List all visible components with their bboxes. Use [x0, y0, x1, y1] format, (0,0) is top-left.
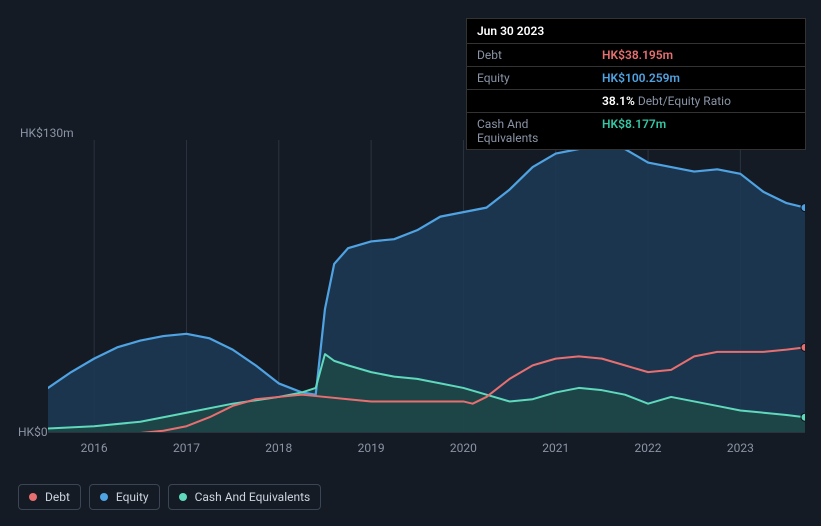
- tooltip-row: Cash And EquivalentsHK$8.177m: [467, 113, 805, 149]
- chart-plot-area: [48, 140, 805, 433]
- legend-label: Equity: [116, 490, 149, 504]
- x-axis-tick-label: 2021: [542, 441, 569, 455]
- x-axis-tick-label: 2019: [358, 441, 385, 455]
- tooltip-row-label: Equity: [467, 67, 592, 89]
- tooltip-row-value: HK$8.177m: [592, 113, 676, 149]
- y-axis-min-label: HK$0: [18, 425, 48, 439]
- tooltip-row: 38.1% Debt/Equity Ratio: [467, 90, 805, 113]
- legend-dot-icon: [29, 493, 37, 501]
- chart-tooltip: Jun 30 2023 DebtHK$38.195mEquityHK$100.2…: [466, 18, 806, 150]
- legend-item[interactable]: Equity: [89, 484, 160, 510]
- tooltip-row-label: [467, 90, 592, 112]
- legend-item[interactable]: Cash And Equivalents: [168, 484, 322, 510]
- chart-legend: Debt Equity Cash And Equivalents: [18, 484, 321, 510]
- y-axis-max-label: HK$130m: [20, 126, 74, 140]
- legend-dot-icon: [100, 493, 108, 501]
- tooltip-row: DebtHK$38.195m: [467, 44, 805, 67]
- tooltip-date: Jun 30 2023: [467, 19, 805, 44]
- tooltip-row-label: Debt: [467, 44, 592, 66]
- legend-label: Debt: [45, 490, 70, 504]
- legend-item[interactable]: Debt: [18, 484, 81, 510]
- x-axis-tick-label: 2017: [173, 441, 200, 455]
- tooltip-row-value: HK$38.195m: [592, 44, 683, 66]
- area-chart-svg: [48, 140, 805, 433]
- x-axis-tick-label: 2016: [81, 441, 108, 455]
- x-axis-tick-label: 2022: [635, 441, 662, 455]
- x-axis-labels: 2016 2017 2018 2019 2020 2021 2022 2023: [48, 441, 805, 457]
- tooltip-row-label: Cash And Equivalents: [467, 113, 592, 149]
- legend-label: Cash And Equivalents: [195, 490, 311, 504]
- x-axis-tick-label: 2020: [450, 441, 477, 455]
- x-axis-tick-label: 2023: [727, 441, 754, 455]
- x-axis-tick-label: 2018: [265, 441, 292, 455]
- tooltip-row: EquityHK$100.259m: [467, 67, 805, 90]
- tooltip-row-value: HK$100.259m: [592, 67, 690, 89]
- tooltip-row-value: 38.1% Debt/Equity Ratio: [592, 90, 741, 112]
- legend-dot-icon: [179, 493, 187, 501]
